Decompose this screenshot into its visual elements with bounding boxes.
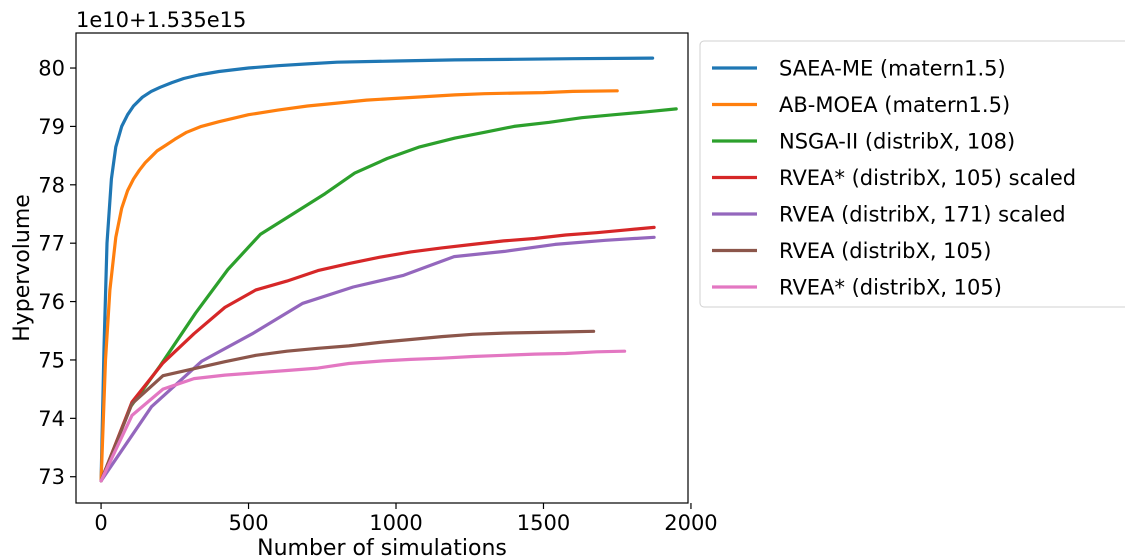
legend-label-2: AB-MOEA (matern1.5) [779, 93, 1010, 117]
y-tick-label: 75 [38, 348, 65, 372]
series-line-3 [99, 107, 678, 483]
series-line-1 [99, 56, 655, 483]
x-tick-label: 2000 [664, 511, 717, 535]
y-tick-label: 76 [38, 290, 65, 314]
series-line-5 [99, 235, 656, 483]
y-tick-label: 79 [38, 115, 65, 139]
legend-label-6: RVEA (distribX, 105) [779, 239, 991, 263]
x-axis-ticks: 0 500 1000 1500 2000 [94, 503, 718, 535]
y-tick-label: 77 [38, 232, 65, 256]
series-line-6 [99, 329, 596, 483]
legend-label-4: RVEA* (distribX, 105) scaled [779, 166, 1076, 190]
y-axis-ticks: 73 74 75 76 77 78 79 80 [38, 57, 76, 489]
y-tick-label: 74 [38, 407, 65, 431]
legend-label-5: RVEA (distribX, 171) scaled [779, 203, 1066, 227]
legend-label-1: SAEA-ME (matern1.5) [779, 57, 1006, 81]
y-axis-label: Hypervolume [10, 194, 35, 342]
x-tick-label: 0 [94, 511, 107, 535]
legend-label-7: RVEA* (distribX, 105) [779, 276, 1002, 300]
x-tick-label: 500 [228, 511, 268, 535]
plot-lines [99, 56, 678, 483]
legend-label-3: NSGA-II (distribX, 108) [779, 130, 1015, 154]
y-tick-label: 73 [38, 465, 65, 489]
legend-frame [699, 40, 1125, 308]
y-axis-offset-label: 1e10+1.535e15 [76, 8, 246, 32]
y-tick-label: 78 [38, 173, 65, 197]
series-line-2 [99, 89, 619, 483]
y-tick-label: 80 [38, 57, 65, 81]
x-tick-label: 1500 [517, 511, 570, 535]
series-line-7 [99, 349, 627, 483]
series-line-4 [99, 225, 656, 483]
x-axis-label: Number of simulations [257, 536, 507, 557]
x-tick-label: 1000 [369, 511, 422, 535]
legend: SAEA-ME (matern1.5) AB-MOEA (matern1.5) NS… [699, 40, 1125, 308]
plot-frame [75, 32, 689, 504]
